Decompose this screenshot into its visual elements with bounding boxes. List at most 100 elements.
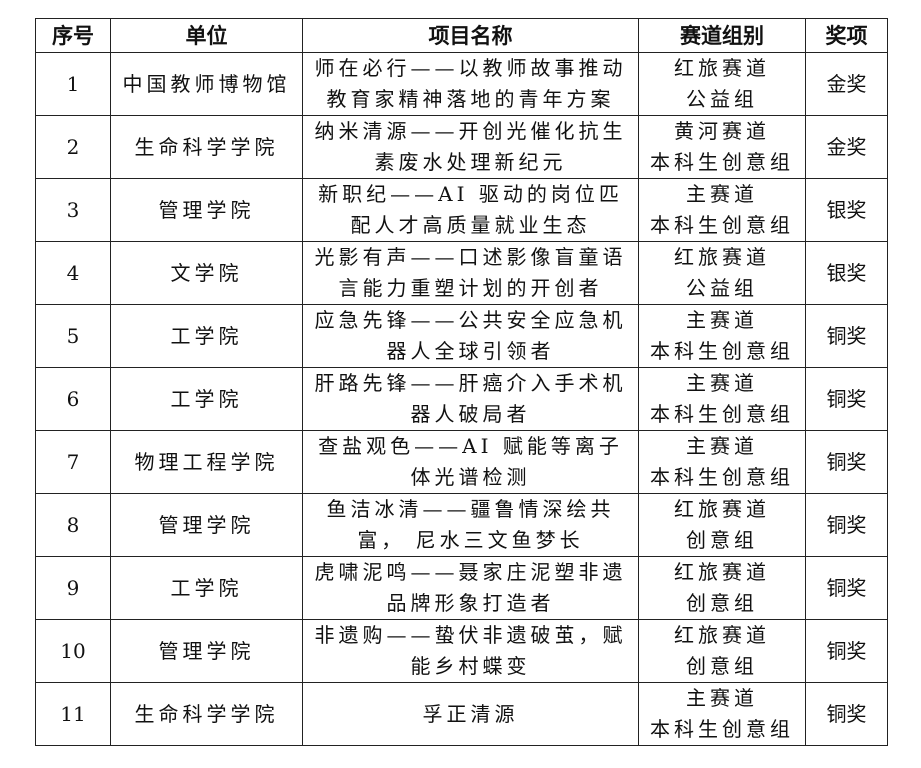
track-cell: 红旅赛道 创意组 [638, 619, 806, 683]
project-name-cell: 鱼洁冰清——疆鲁情深绘共 富， 尼水三文鱼梦长 [302, 493, 639, 557]
project-name-cell: 非遗购——蛰伏非遗破茧，赋 能乡村蝶变 [302, 619, 639, 683]
project-name-cell: 肝路先锋——肝癌介入手术机 器人破局者 [302, 367, 639, 431]
header-unit: 单位 [110, 18, 303, 53]
project-name-line: 器人全球引领者 [386, 339, 555, 363]
unit-cell: 工学院 [110, 556, 303, 620]
project-name-line: 品牌形象打造者 [386, 591, 555, 615]
unit-cell: 管理学院 [110, 619, 303, 683]
track-line: 主赛道 [686, 686, 758, 710]
award-cell: 铜奖 [805, 619, 888, 683]
project-name-line: 非遗购——蛰伏非遗破茧，赋 [314, 623, 627, 647]
track-line: 红旅赛道 [674, 245, 770, 269]
track-line: 红旅赛道 [674, 56, 770, 80]
track-cell: 红旅赛道 公益组 [638, 241, 806, 305]
header-track: 赛道组别 [638, 18, 806, 53]
table-row: 1 中国教师博物馆 师在必行——以教师故事推动 教育家精神落地的青年方案 红旅赛道 公益组… [35, 52, 888, 116]
table-row: 9 工学院 虎啸泥鸣——聂家庄泥塑非遗 品牌形象打造者 红旅赛道 创意组 铜奖 [35, 556, 888, 620]
table-row: 5 工学院 应急先锋——公共安全应急机 器人全球引领者 主赛道 本科生创意组 铜奖 [35, 304, 888, 368]
project-name-cell: 新职纪——AI 驱动的岗位匹 配人才高质量就业生态 [302, 178, 639, 242]
track-line: 主赛道 [686, 308, 758, 332]
project-name-cell: 孚正清源 [302, 682, 639, 746]
table-row: 3 管理学院 新职纪——AI 驱动的岗位匹 配人才高质量就业生态 主赛道 本科生创意组 银奖 [35, 178, 888, 242]
award-cell: 铜奖 [805, 430, 888, 494]
row-number: 1 [35, 52, 111, 116]
project-name-line: 纳米清源——开创光催化抗生 [314, 119, 627, 143]
header-project-name: 项目名称 [302, 18, 639, 53]
project-name-line: 师在必行——以教师故事推动 [314, 56, 627, 80]
project-name-line: 新职纪——AI 驱动的岗位匹 [318, 182, 623, 206]
project-name-line: 应急先锋——公共安全应急机 [314, 308, 627, 332]
project-name-cell: 纳米清源——开创光催化抗生 素废水处理新纪元 [302, 115, 639, 179]
row-number: 5 [35, 304, 111, 368]
track-line: 红旅赛道 [674, 623, 770, 647]
header-no: 序号 [35, 18, 111, 53]
award-cell: 金奖 [805, 115, 888, 179]
track-line: 创意组 [686, 591, 758, 615]
award-cell: 铜奖 [805, 367, 888, 431]
track-line: 主赛道 [686, 434, 758, 458]
track-line: 本科生创意组 [650, 339, 794, 363]
project-name-cell: 光影有声——口述影像盲童语 言能力重塑计划的开创者 [302, 241, 639, 305]
track-cell: 红旅赛道 创意组 [638, 556, 806, 620]
track-cell: 主赛道 本科生创意组 [638, 178, 806, 242]
header-award: 奖项 [805, 18, 888, 53]
track-cell: 主赛道 本科生创意组 [638, 430, 806, 494]
track-line: 本科生创意组 [650, 717, 794, 741]
unit-cell: 生命科学学院 [110, 682, 303, 746]
project-name-line: 光影有声——口述影像盲童语 [314, 245, 627, 269]
project-name-line: 鱼洁冰清——疆鲁情深绘共 [326, 497, 615, 521]
table-row: 4 文学院 光影有声——口述影像盲童语 言能力重塑计划的开创者 红旅赛道 公益组 银奖 [35, 241, 888, 305]
unit-cell: 中国教师博物馆 [110, 52, 303, 116]
row-number: 7 [35, 430, 111, 494]
project-name-line: 素废水处理新纪元 [374, 150, 567, 174]
track-line: 公益组 [686, 276, 758, 300]
track-line: 主赛道 [686, 371, 758, 395]
track-cell: 黄河赛道 本科生创意组 [638, 115, 806, 179]
row-number: 8 [35, 493, 111, 557]
award-cell: 金奖 [805, 52, 888, 116]
track-line: 主赛道 [686, 182, 758, 206]
track-line: 创意组 [686, 654, 758, 678]
project-name-line: 富， 尼水三文鱼梦长 [357, 528, 584, 552]
row-number: 2 [35, 115, 111, 179]
project-name-cell: 师在必行——以教师故事推动 教育家精神落地的青年方案 [302, 52, 639, 116]
project-name-cell: 应急先锋——公共安全应急机 器人全球引领者 [302, 304, 639, 368]
track-cell: 主赛道 本科生创意组 [638, 304, 806, 368]
unit-cell: 工学院 [110, 304, 303, 368]
unit-cell: 物理工程学院 [110, 430, 303, 494]
project-name-line: 肝路先锋——肝癌介入手术机 [314, 371, 627, 395]
award-cell: 铜奖 [805, 304, 888, 368]
unit-cell: 管理学院 [110, 178, 303, 242]
project-name-line: 言能力重塑计划的开创者 [338, 276, 603, 300]
track-cell: 主赛道 本科生创意组 [638, 367, 806, 431]
project-name-line: 虎啸泥鸣——聂家庄泥塑非遗 [314, 560, 627, 584]
track-line: 本科生创意组 [650, 213, 794, 237]
project-name-cell: 查盐观色——AI 赋能等离子 体光谱检测 [302, 430, 639, 494]
row-number: 6 [35, 367, 111, 431]
awards-table: 序号 单位 项目名称 赛道组别 奖项 1 中国教师博物馆 师在必行——以教师故事推动… [35, 18, 888, 746]
project-name-cell: 虎啸泥鸣——聂家庄泥塑非遗 品牌形象打造者 [302, 556, 639, 620]
track-line: 红旅赛道 [674, 497, 770, 521]
track-line: 本科生创意组 [650, 465, 794, 489]
project-name-line: 配人才高质量就业生态 [350, 213, 591, 237]
table-row: 7 物理工程学院 查盐观色——AI 赋能等离子 体光谱检测 主赛道 本科生创意组 铜奖 [35, 430, 888, 494]
track-line: 公益组 [686, 87, 758, 111]
row-number: 11 [35, 682, 111, 746]
unit-cell: 文学院 [110, 241, 303, 305]
table-row: 11 生命科学学院 孚正清源 主赛道 本科生创意组 铜奖 [35, 682, 888, 746]
track-line: 本科生创意组 [650, 402, 794, 426]
award-cell: 铜奖 [805, 493, 888, 557]
unit-cell: 生命科学学院 [110, 115, 303, 179]
table-row: 2 生命科学学院 纳米清源——开创光催化抗生 素废水处理新纪元 黄河赛道 本科生创意组 金奖 [35, 115, 888, 179]
project-name-line: 器人破局者 [410, 402, 531, 426]
row-number: 3 [35, 178, 111, 242]
track-cell: 主赛道 本科生创意组 [638, 682, 806, 746]
track-cell: 红旅赛道 公益组 [638, 52, 806, 116]
award-cell: 铜奖 [805, 556, 888, 620]
award-cell: 铜奖 [805, 682, 888, 746]
row-number: 4 [35, 241, 111, 305]
header-row: 序号 单位 项目名称 赛道组别 奖项 [35, 18, 888, 53]
project-name-line: 查盐观色——AI 赋能等离子 [318, 434, 623, 458]
unit-cell: 工学院 [110, 367, 303, 431]
table-row: 6 工学院 肝路先锋——肝癌介入手术机 器人破局者 主赛道 本科生创意组 铜奖 [35, 367, 888, 431]
